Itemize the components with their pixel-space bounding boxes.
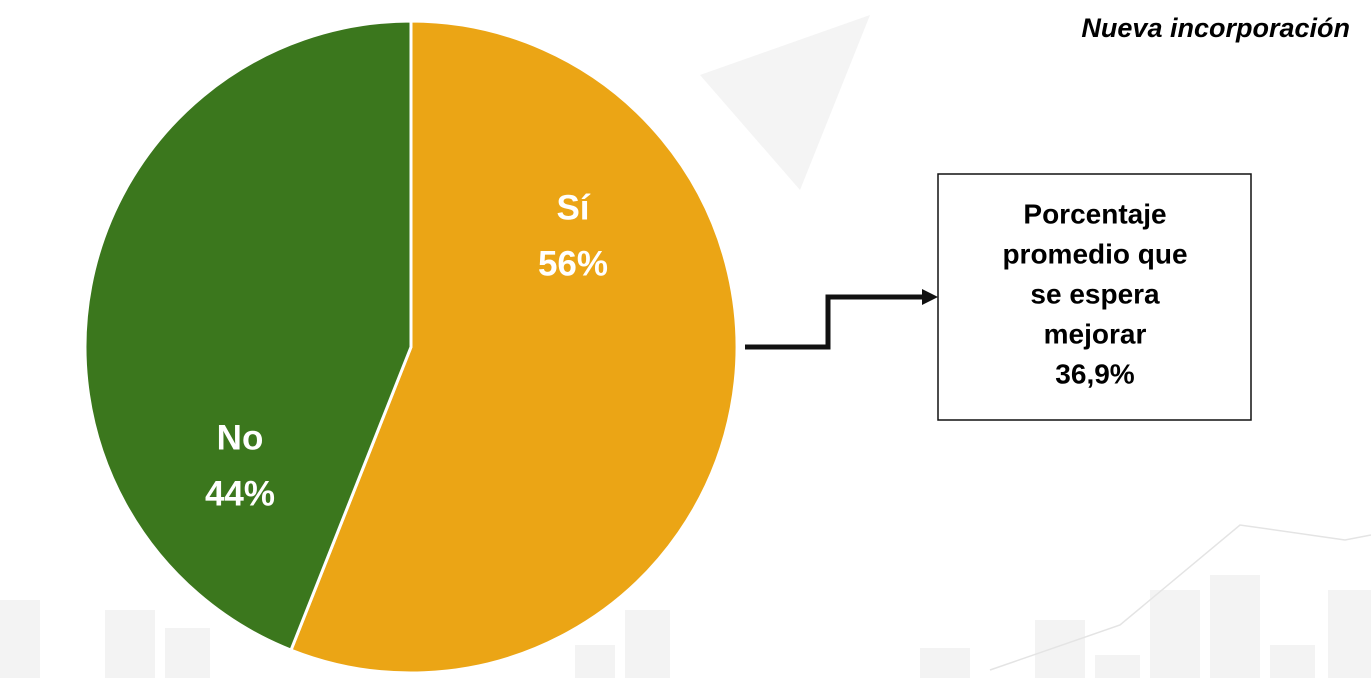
data-label: 44%: [205, 474, 275, 513]
connector-arrow: [745, 294, 924, 350]
data-label: 56%: [538, 244, 608, 283]
arrow-head: [922, 289, 938, 305]
annotation-line: Porcentaje: [1023, 198, 1166, 229]
category-label: Sí: [556, 188, 590, 227]
annotation-box: [937, 173, 1252, 421]
background-decoration: [0, 15, 1371, 678]
pie-slice: [289, 19, 739, 675]
pie-slice: [83, 19, 413, 653]
chart-title: Nueva incorporación: [1081, 13, 1350, 43]
annotation: Porcentaje promedio que se espera mejorar 36…: [1002, 198, 1187, 389]
annotation-line: 36,9%: [1055, 358, 1134, 389]
category-label: No: [217, 418, 264, 457]
annotation-line: mejorar: [1044, 318, 1147, 349]
annotation-line: se espera: [1030, 278, 1160, 309]
annotation-line: promedio que: [1002, 238, 1187, 269]
pie: Sí 56% No 44%: [83, 19, 739, 675]
